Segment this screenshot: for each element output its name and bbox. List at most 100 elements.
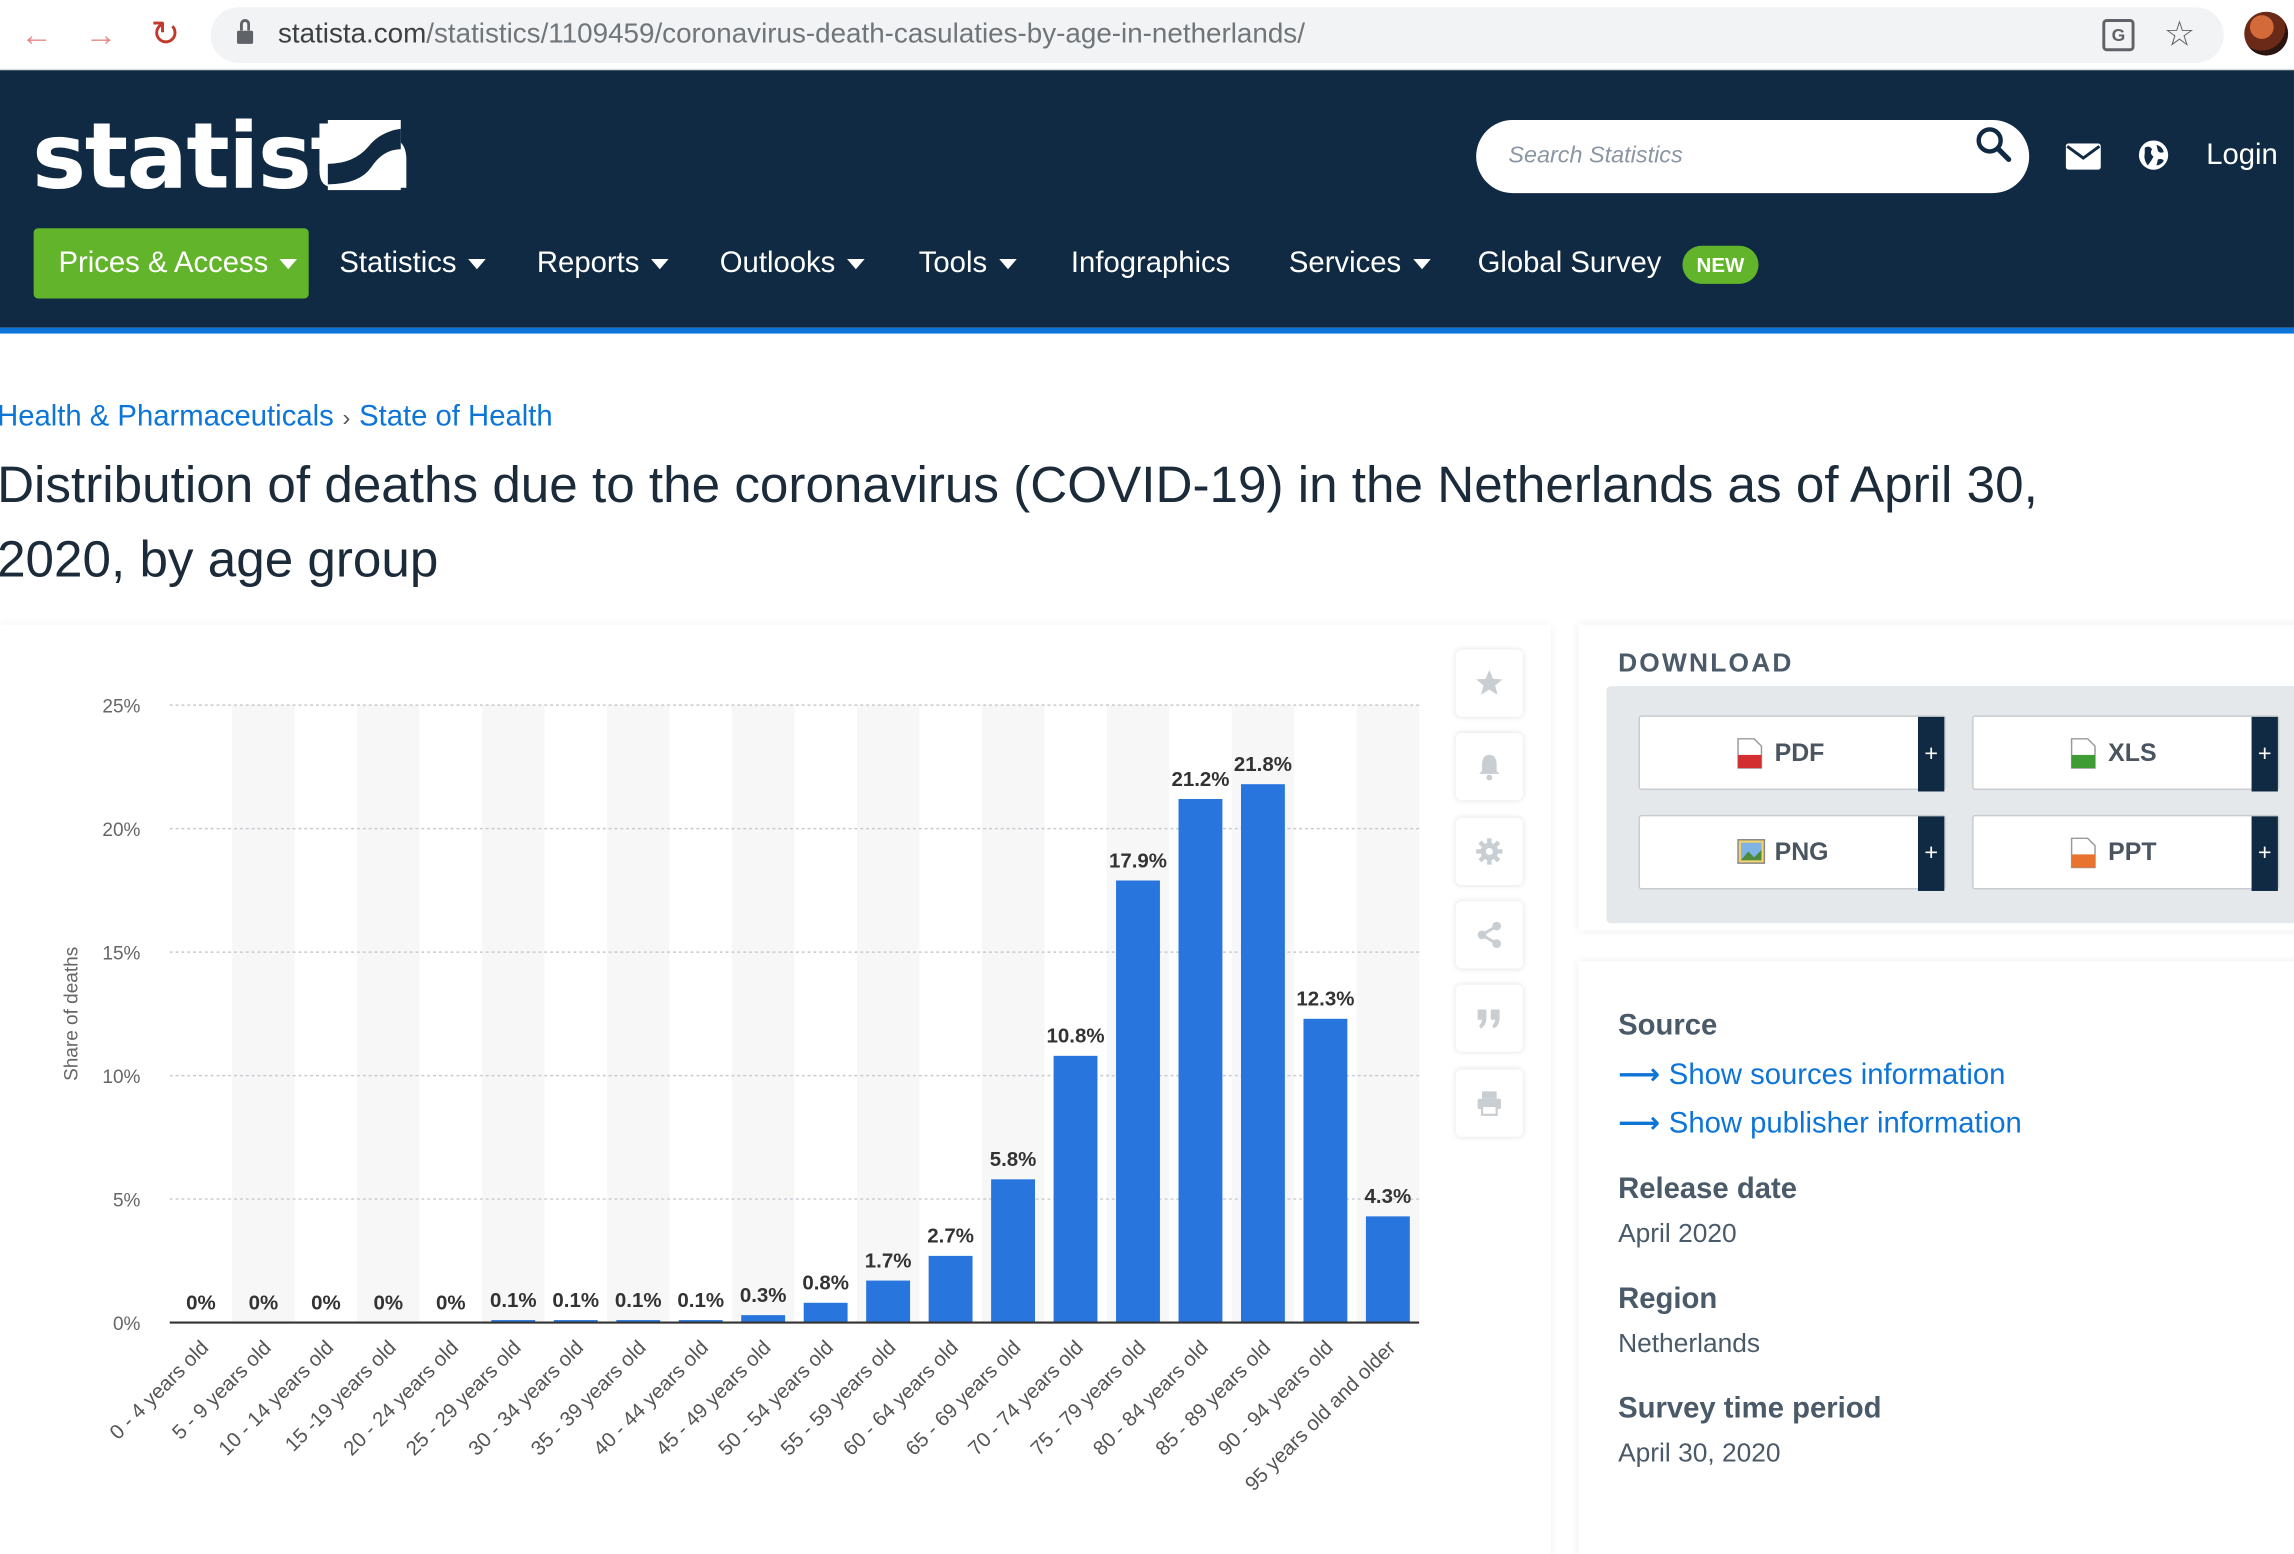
data-label: 4.3% [1365,1185,1412,1208]
browser-toolbar: ← → ↻ statista.com/statistics/1109459/co… [0,0,2294,71]
nav-label: Prices & Access [58,247,269,280]
back-arrow-icon[interactable]: ← [20,16,53,53]
show-publisher-link[interactable]: ⟶ Show publisher information [1618,1105,2022,1142]
quote-icon [1477,1009,1500,1029]
data-label: 12.3% [1296,988,1354,1011]
data-label: 0.8% [802,1272,849,1295]
data-label: 0% [436,1291,466,1314]
nav-infographics[interactable]: Infographics [1071,228,1230,298]
caret-down-icon [651,259,669,270]
bar [866,1280,911,1323]
png-image-icon [1737,839,1766,864]
data-label: 0.1% [677,1289,724,1312]
link-label: Show publisher information [1668,1107,2022,1140]
download-png-button[interactable]: PNG + [1638,814,1946,891]
globe-icon[interactable] [2137,139,2169,171]
bar [678,1320,723,1323]
bar [1053,1055,1098,1323]
region-heading: Region [1618,1283,1718,1316]
data-label: 2.7% [927,1225,974,1248]
favorite-button[interactable] [1455,649,1523,717]
x-tick-label: 50 - 54 years old [714,1336,838,1460]
bar [616,1320,661,1323]
statista-logo-mark-icon[interactable] [327,119,401,191]
lock-icon [237,19,254,44]
profile-avatar[interactable] [2244,11,2289,56]
plus-icon[interactable]: + [2251,716,2278,792]
x-tick-label: 10 - 14 years old [214,1336,338,1460]
nav-statistics[interactable]: Statistics [339,228,486,298]
bar [1116,880,1160,1323]
xls-file-icon [2070,738,2096,769]
plus-icon[interactable]: + [1917,716,1945,792]
bookmark-star-icon[interactable]: ☆ [2163,14,2196,55]
mail-icon[interactable] [2065,143,2101,170]
download-label: XLS [2108,738,2157,767]
download-xls-button[interactable]: XLS + [1972,715,2280,792]
x-tick-label: 80 - 84 years old [1089,1336,1213,1460]
x-tick-label: 30 - 34 years old [464,1336,588,1460]
show-sources-link[interactable]: ⟶ Show sources information [1618,1056,2005,1093]
data-label: 0.1% [552,1289,599,1312]
plus-icon[interactable]: + [1917,816,1945,891]
y-tick-label: 25% [102,696,140,717]
main-nav: Prices & Access Statistics Reports Outlo… [0,228,2294,301]
column-band [232,705,295,1323]
x-tick-label: 90 - 94 years old [1214,1336,1338,1460]
data-label: 17.9% [1109,849,1167,872]
breadcrumb-separator: › [342,406,351,432]
download-buttons-area: PDF + XLS + PNG + PPT + [1606,686,2294,924]
pdf-file-icon [1737,738,1763,769]
bell-icon [1479,754,1500,781]
nav-prices-access[interactable]: Prices & Access [33,228,309,299]
bar [1178,799,1223,1323]
nav-services[interactable]: Services [1288,228,1431,298]
column-band [731,705,795,1323]
data-label: 21.2% [1171,768,1229,791]
x-tick-label: 15 -19 years old [281,1336,401,1456]
print-button[interactable] [1455,1069,1523,1137]
statistic-details-panel: Source ⟶ Show sources information ⟶ Show p… [1578,961,2294,1554]
data-label: 0.1% [490,1289,537,1312]
nav-global-survey[interactable]: Global Survey NEW [1478,228,1759,298]
nav-outlooks[interactable]: Outlooks [720,228,865,298]
reload-icon[interactable]: ↻ [150,14,181,55]
plus-icon[interactable]: + [2251,816,2278,891]
bar [991,1179,1035,1323]
alert-button[interactable] [1455,732,1523,801]
translate-icon[interactable]: G [2102,19,2135,52]
x-tick-label: 20 - 24 years old [339,1336,463,1460]
nav-label: Infographics [1070,247,1231,280]
column-band [606,705,670,1323]
nav-label: Global Survey [1477,247,1662,280]
arrow-right-icon: ⟶ [1618,1107,1661,1140]
x-tick-label: 65 - 69 years old [901,1336,1025,1460]
share-button[interactable] [1455,901,1523,969]
header-divider [0,327,2294,334]
address-bar[interactable]: statista.com/statistics/1109459/coronavi… [210,7,2224,63]
search-input[interactable] [1508,138,1948,175]
search-box[interactable] [1476,119,2030,194]
download-pdf-button[interactable]: PDF + [1638,715,1946,792]
download-ppt-button[interactable]: PPT + [1972,814,2280,891]
data-label: 21.8% [1234,753,1292,776]
download-label: PPT [2108,838,2157,867]
bar [553,1320,598,1323]
search-icon[interactable] [1975,126,2013,164]
breadcrumb-health[interactable]: Health & Pharmaceuticals [0,400,334,434]
breadcrumb-state-of-health[interactable]: State of Health [359,400,553,434]
nav-reports[interactable]: Reports [537,228,669,298]
cite-button[interactable] [1455,984,1523,1052]
breadcrumb: Health & Pharmaceuticals › State of Health [0,401,553,435]
url-text[interactable]: statista.com/statistics/1109459/coronavi… [277,19,1305,50]
forward-arrow-icon[interactable]: → [84,16,118,53]
settings-button[interactable] [1455,817,1523,886]
survey-period-heading: Survey time period [1618,1392,1882,1425]
login-link[interactable]: Login [2206,138,2278,172]
nav-label: Services [1288,247,1402,280]
page-title: Distribution of deaths due to the corona… [0,448,2294,597]
nav-tools[interactable]: Tools [919,228,1017,298]
gear-icon [1476,838,1503,865]
